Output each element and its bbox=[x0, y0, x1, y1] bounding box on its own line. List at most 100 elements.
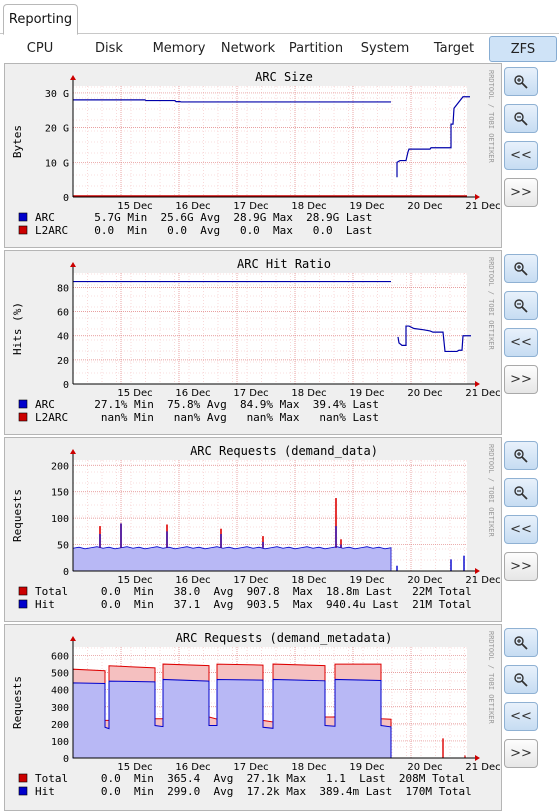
y-axis-arrow bbox=[70, 75, 76, 80]
rrdtool-watermark: RRDTOOL / TOBI OETIKER bbox=[487, 70, 495, 164]
reporting-subnav: CPU Disk Memory Network Partition System… bbox=[0, 33, 559, 62]
y-tick-label: 30 G bbox=[45, 89, 69, 100]
forward-button[interactable]: >> bbox=[504, 552, 538, 581]
legend-name: Total bbox=[35, 585, 68, 598]
legend-stats: 0.0 Min 299.0 Avg 17.2k Max 389.4m Last … bbox=[81, 785, 472, 798]
rrdtool-watermark: RRDTOOL / TOBI OETIKER bbox=[487, 257, 495, 351]
plot-area bbox=[73, 273, 467, 384]
legend-stats: 27.1% Min 75.8% Avg 84.9% Max 39.4% Last bbox=[81, 398, 379, 411]
legend-swatch bbox=[18, 773, 28, 783]
y-tick-label: 80 bbox=[57, 283, 69, 294]
legend-name: Hit bbox=[35, 785, 55, 798]
zoom-in-button[interactable] bbox=[504, 628, 538, 657]
zoom-in-button[interactable] bbox=[504, 254, 538, 283]
nav-zfs[interactable]: ZFS bbox=[489, 36, 557, 62]
arc-size-graph: 30 G 20 G 10 G 0 15 Dec 16 Dec 17 Dec 18 Dec 19 … bbox=[11, 70, 501, 237]
back-label: << bbox=[510, 522, 532, 537]
x-tick-label: 16 Dec bbox=[175, 762, 210, 773]
graph-panel-arc-hit-ratio: 80 60 40 20 0 15 Dec 16 Dec 17 Dec 18 Dec 19 Dec 2… bbox=[4, 250, 502, 435]
y-tick-label: 0 bbox=[63, 754, 69, 765]
x-axis-arrow bbox=[475, 755, 480, 761]
zoom-in-icon bbox=[514, 636, 528, 650]
back-button[interactable]: << bbox=[504, 515, 538, 544]
legend-stats: 0.0 Min 365.4 Avg 27.1k Max 1.1 Last 208… bbox=[81, 772, 465, 785]
forward-label: >> bbox=[510, 746, 532, 761]
series-arc-recent bbox=[396, 96, 470, 178]
legend-swatch bbox=[18, 599, 28, 609]
y-tick-label: 60 bbox=[57, 308, 69, 319]
graph-title: ARC Hit Ratio bbox=[237, 257, 331, 271]
graph-title: ARC Requests (demand_data) bbox=[190, 444, 378, 458]
legend-swatch bbox=[18, 786, 28, 796]
x-tick-label: 17 Dec bbox=[233, 762, 268, 773]
y-tick-label: 100 bbox=[51, 514, 69, 525]
x-tick-label: 15 Dec bbox=[117, 762, 152, 773]
zoom-in-icon bbox=[514, 75, 528, 89]
back-button[interactable]: << bbox=[504, 141, 538, 170]
series-hit-area bbox=[72, 546, 392, 572]
graph-title: ARC Requests (demand_metadata) bbox=[176, 631, 393, 645]
nav-network[interactable]: Network bbox=[220, 41, 276, 56]
zoom-out-button[interactable] bbox=[504, 291, 538, 320]
legend-name: ARC bbox=[35, 211, 55, 224]
zoom-in-icon bbox=[514, 449, 528, 463]
y-tick-label: 300 bbox=[51, 703, 69, 714]
nav-system[interactable]: System bbox=[360, 41, 410, 56]
zoom-in-button[interactable] bbox=[504, 441, 538, 470]
back-label: << bbox=[510, 709, 532, 724]
zoom-out-button[interactable] bbox=[504, 478, 538, 507]
y-tick-label: 500 bbox=[51, 669, 69, 680]
x-tick-label: 18 Dec bbox=[291, 201, 326, 212]
zoom-out-button[interactable] bbox=[504, 665, 538, 694]
y-tick-label: 600 bbox=[51, 652, 69, 663]
x-tick-label: 20 Dec bbox=[407, 762, 442, 773]
legend-swatch bbox=[18, 412, 28, 422]
x-tick-label: 19 Dec bbox=[349, 762, 384, 773]
x-tick-label: 21 Dec bbox=[465, 762, 500, 773]
forward-button[interactable]: >> bbox=[504, 739, 538, 768]
forward-button[interactable]: >> bbox=[504, 365, 538, 394]
zoom-out-button[interactable] bbox=[504, 104, 538, 133]
x-tick-label: 21 Dec bbox=[465, 388, 500, 399]
legend-name: L2ARC bbox=[35, 224, 68, 237]
zoom-in-button[interactable] bbox=[504, 67, 538, 96]
minor-grid bbox=[73, 460, 467, 571]
nav-cpu[interactable]: CPU bbox=[26, 41, 54, 56]
x-tick-label: 15 Dec bbox=[117, 388, 152, 399]
major-grid bbox=[120, 273, 412, 384]
x-tick-label: 21 Dec bbox=[465, 575, 500, 586]
series-arc bbox=[73, 99, 391, 103]
x-tick-label: 16 Dec bbox=[175, 201, 210, 212]
nav-partition[interactable]: Partition bbox=[288, 41, 344, 56]
x-tick-label: 17 Dec bbox=[233, 201, 268, 212]
y-tick-label: 200 bbox=[51, 461, 69, 472]
y-axis-label: Requests bbox=[11, 676, 24, 729]
forward-label: >> bbox=[510, 559, 532, 574]
nav-target[interactable]: Target bbox=[433, 41, 475, 56]
back-button[interactable]: << bbox=[504, 328, 538, 357]
rrdtool-watermark: RRDTOOL / TOBI OETIKER bbox=[487, 631, 495, 725]
x-tick-label: 16 Dec bbox=[175, 575, 210, 586]
legend-name: ARC bbox=[35, 398, 55, 411]
y-tick-label: 0 bbox=[63, 380, 69, 391]
forward-label: >> bbox=[510, 185, 532, 200]
zoom-out-icon bbox=[514, 486, 528, 500]
tab-reporting[interactable]: Reporting bbox=[3, 4, 78, 35]
y-axis-arrow bbox=[70, 449, 76, 454]
y-axis-label: Bytes bbox=[11, 125, 24, 158]
x-tick-label: 15 Dec bbox=[117, 575, 152, 586]
minor-grid bbox=[73, 86, 467, 197]
x-tick-label: 16 Dec bbox=[175, 388, 210, 399]
y-tick-label: 50 bbox=[57, 541, 69, 552]
y-tick-label: 40 bbox=[57, 332, 69, 343]
zoom-in-icon bbox=[514, 262, 528, 276]
forward-button[interactable]: >> bbox=[504, 178, 538, 207]
nav-memory[interactable]: Memory bbox=[152, 41, 206, 56]
legend-name: L2ARC bbox=[35, 411, 68, 424]
x-tick-label: 19 Dec bbox=[349, 575, 384, 586]
legend-swatch bbox=[18, 399, 28, 409]
x-tick-label: 19 Dec bbox=[349, 201, 384, 212]
nav-disk[interactable]: Disk bbox=[95, 41, 123, 56]
y-tick-label: 10 G bbox=[45, 158, 69, 169]
back-button[interactable]: << bbox=[504, 702, 538, 731]
